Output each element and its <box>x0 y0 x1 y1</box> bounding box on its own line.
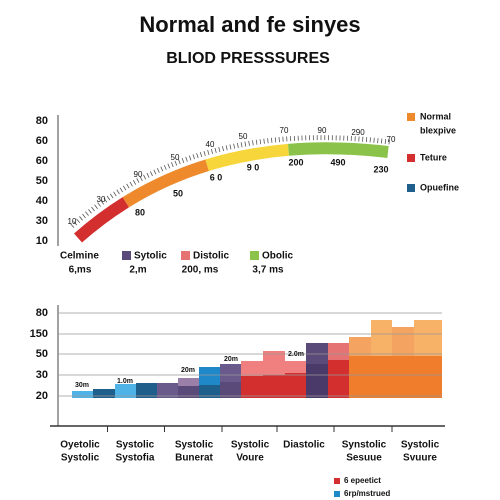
step-bar <box>241 376 263 398</box>
stat-name: Celmine <box>60 251 99 262</box>
legend-swatch <box>407 184 415 192</box>
annotation: 1.0m <box>117 378 133 385</box>
category-label: Oyetolic <box>60 440 100 451</box>
annotation: 2.0m <box>288 351 304 358</box>
step-bar <box>178 386 199 398</box>
legend-swatch <box>181 251 190 260</box>
stat-name: Distolic <box>193 251 230 262</box>
step-bar <box>263 375 285 398</box>
step-bar <box>136 383 157 398</box>
category-label: Bunerat <box>175 453 213 464</box>
title: Normal and fe sinyes <box>139 12 360 37</box>
legend-label: Normal <box>420 111 451 121</box>
arc-green <box>74 142 389 243</box>
y-axis-label: 60 <box>36 155 48 167</box>
arc-label: 50 <box>239 132 248 141</box>
arc-label: 10 <box>68 217 77 226</box>
category-label: Systolic <box>231 440 270 451</box>
y-axis-label: 20 <box>36 390 48 402</box>
step-bar <box>157 383 178 398</box>
y-axis-label: 30 <box>36 215 48 227</box>
arc-label: 90 <box>134 170 143 179</box>
y-axis-label: 30 <box>36 369 48 381</box>
y-axis-label: 50 <box>36 175 48 187</box>
legend-swatch <box>250 251 259 260</box>
arc-label: 200 <box>288 157 303 167</box>
legend-swatch <box>122 251 131 260</box>
step-bar <box>93 389 115 398</box>
annotation: 20m <box>181 367 195 374</box>
step-bar <box>306 364 328 398</box>
stat-value: 2,m <box>129 265 146 276</box>
step-bar <box>328 360 349 398</box>
category-label: Systolic <box>175 440 214 451</box>
arc-label: 80 <box>135 207 145 217</box>
y-axis-label: 40 <box>36 195 48 207</box>
arc-label: 40 <box>206 140 215 149</box>
step-bar <box>199 385 220 398</box>
arc-label: 50 <box>171 153 180 162</box>
arc-label: 70 <box>387 135 396 144</box>
arc-label: 9 0 <box>247 162 260 172</box>
category-label: Systofia <box>116 453 155 464</box>
subtitle: BLIOD PRESSSURES <box>166 50 330 67</box>
category-label: Voure <box>236 453 264 464</box>
y-axis-label: 80 <box>36 115 48 127</box>
stat-name: Obolic <box>262 251 294 262</box>
stat-value: 200, ms <box>182 265 219 276</box>
step-bars <box>72 320 442 398</box>
stat-value: 6,ms <box>69 265 92 276</box>
category-label: Svuure <box>403 453 437 464</box>
step-bar <box>115 384 136 398</box>
arc-label: 30 <box>97 195 106 204</box>
step-bar <box>72 391 93 398</box>
step-bar <box>285 373 306 398</box>
stat-name: Sytolic <box>134 251 167 262</box>
legend-label: Opuefine <box>420 182 459 192</box>
legend-swatch <box>334 478 340 484</box>
arc-label: 90 <box>318 126 327 135</box>
category-label: Sesuue <box>346 453 382 464</box>
legend-label: Teture <box>420 152 447 162</box>
arc-label: 70 <box>280 126 289 135</box>
annotation: 30m <box>75 382 89 389</box>
y-axis-label: 60 <box>36 135 48 147</box>
step-bar <box>220 382 241 398</box>
arc-yellow <box>74 142 389 243</box>
legend-swatch <box>407 113 415 121</box>
annotation: 20m <box>224 356 238 363</box>
arc <box>74 142 389 243</box>
category-label: Systolic <box>401 440 440 451</box>
y-axis-label: 150 <box>30 328 48 340</box>
arc-label: 6 0 <box>210 172 223 182</box>
category-label: Diastolic <box>283 440 325 451</box>
y-axis-label: 50 <box>36 348 48 360</box>
step-bar <box>349 356 442 398</box>
legend-label: 6 epeetict <box>344 476 381 485</box>
legend-swatch <box>407 154 415 162</box>
y-axis-label: 80 <box>36 307 48 319</box>
legend-label: blexpive <box>420 125 456 135</box>
arc-label: 230 <box>373 164 388 174</box>
stat-value: 3,7 ms <box>252 265 284 276</box>
legend-label: 6rp/mstrued <box>344 489 390 498</box>
arc-ticks <box>70 135 391 228</box>
arc-label: 490 <box>330 157 345 167</box>
category-label: Systolic <box>116 440 155 451</box>
category-label: Systolic <box>61 453 100 464</box>
arc-label: 50 <box>173 188 183 198</box>
legend-swatch <box>334 491 340 497</box>
arc-red <box>74 142 389 243</box>
arc-label: 290 <box>351 128 365 137</box>
y-axis-label: 10 <box>36 235 48 247</box>
category-label: Synstolic <box>342 440 387 451</box>
